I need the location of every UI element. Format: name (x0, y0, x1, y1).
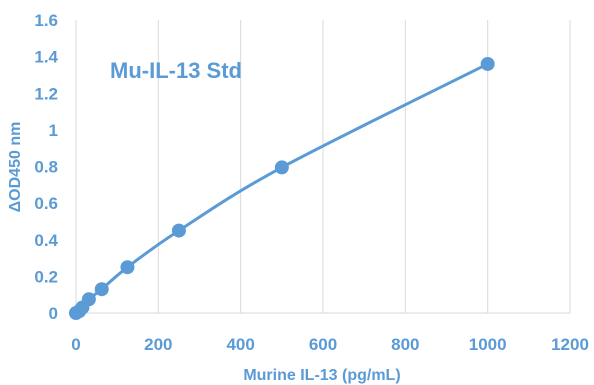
data-point-8 (480, 56, 495, 71)
tick-layer: 0 200 400 600 800 1000 1200 0 0.2 0.4 0.6 0.8 1 1.2 1.… (34, 11, 589, 354)
y-tick-label: 0.8 (34, 158, 58, 177)
series-layer (69, 56, 495, 320)
x-tick-label: 800 (391, 335, 419, 354)
y-tick-label: 1.2 (34, 84, 58, 103)
y-tick-label: 0.2 (34, 267, 58, 286)
x-tick-label: 1000 (469, 335, 507, 354)
x-tick-label: 200 (144, 335, 172, 354)
y-tick-label: 1 (49, 121, 58, 140)
x-tick-label: 1200 (551, 335, 589, 354)
data-point-5 (120, 260, 135, 275)
axis-layer (75, 20, 570, 314)
y-tick-label: 0.4 (34, 231, 58, 250)
x-tick-label: 600 (309, 335, 337, 354)
chart-annotation: Mu-IL-13 Std (110, 58, 242, 83)
data-point-6 (171, 223, 186, 238)
x-tick-label: 400 (226, 335, 254, 354)
y-tick-label: 0 (49, 304, 58, 323)
x-axis-title: Murine IL-13 (pg/mL) (243, 367, 400, 384)
data-point-3 (81, 292, 96, 307)
y-tick-label: 1.6 (34, 11, 58, 30)
data-point-7 (274, 160, 289, 175)
data-point-4 (94, 282, 109, 297)
x-tick-label: 0 (71, 335, 80, 354)
y-tick-label: 0.6 (34, 194, 58, 213)
y-axis-title: ΔOD450 nm (7, 122, 24, 213)
y-tick-label: 1.4 (34, 48, 58, 67)
series-line-0 (74, 62, 490, 315)
